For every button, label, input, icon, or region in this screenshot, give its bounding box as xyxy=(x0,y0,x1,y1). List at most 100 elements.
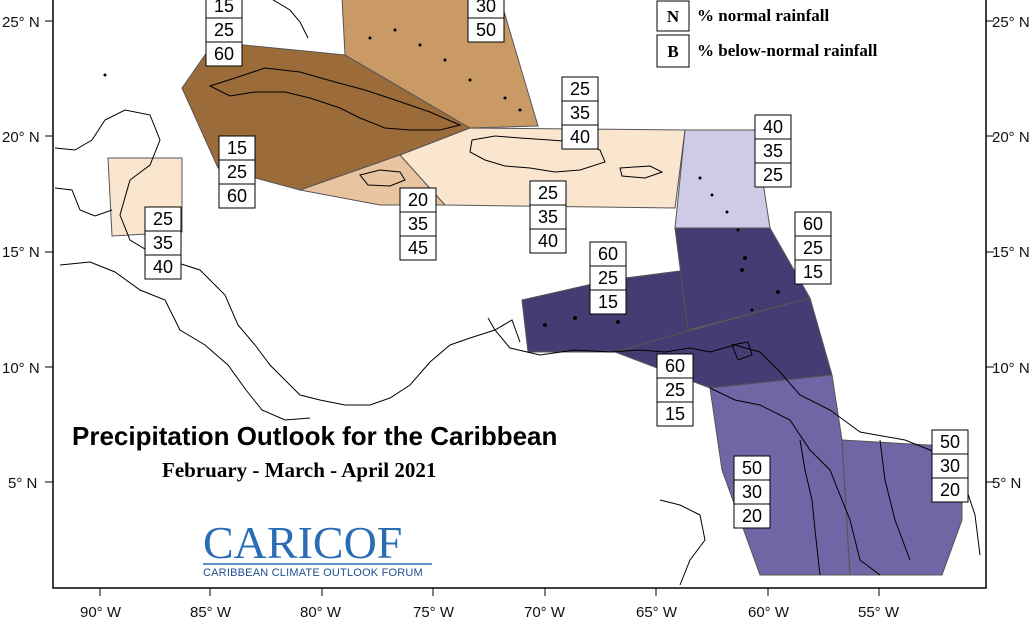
south-america-coast xyxy=(487,317,981,556)
prob-box: 30 50 xyxy=(467,0,505,43)
trinidad-coast xyxy=(731,341,753,361)
island xyxy=(518,108,522,112)
puerto-rico-coast xyxy=(619,165,664,179)
region-hispaniola xyxy=(399,127,686,209)
prob-box: 15 25 60 xyxy=(205,0,243,67)
prob-box: 50 30 20 xyxy=(733,455,771,529)
prob-value: 35 xyxy=(408,214,428,234)
coastlines xyxy=(54,0,981,586)
latitude-axis-right: 25° N 20° N 15° N 10° N 5° N xyxy=(986,14,1030,492)
prob-box: 25 35 40 xyxy=(144,206,182,280)
island xyxy=(468,78,472,82)
prob-value: 40 xyxy=(763,117,783,137)
suriname-border xyxy=(879,439,911,561)
prob-value: 15 xyxy=(803,262,823,282)
island xyxy=(616,320,620,324)
lon-tick: 60° W xyxy=(748,604,790,621)
guyana-border xyxy=(799,439,821,576)
prob-value: 15 xyxy=(665,404,685,424)
prob-box: 20 35 45 xyxy=(399,187,437,261)
florida-coast xyxy=(272,0,309,39)
prob-value: 35 xyxy=(570,103,590,123)
prob-value: 50 xyxy=(940,432,960,452)
prob-value: 45 xyxy=(408,238,428,258)
prob-box: 25 35 40 xyxy=(529,180,567,254)
island xyxy=(698,176,702,180)
central-america-coast xyxy=(54,109,521,406)
lon-tick: 65° W xyxy=(636,604,678,621)
prob-value: 20 xyxy=(742,506,762,526)
lat-tick-right: 15° N xyxy=(992,244,1030,261)
legend-key-box-b xyxy=(656,34,690,68)
prob-value: 25 xyxy=(570,79,590,99)
prob-value: 50 xyxy=(742,458,762,478)
lat-tick-left: 20° N xyxy=(2,129,40,146)
prob-value: 35 xyxy=(763,141,783,161)
map-title: Precipitation Outlook for the Caribbean xyxy=(72,421,557,451)
prob-box: 50 30 20 xyxy=(931,429,969,503)
prob-value: 15 xyxy=(227,138,247,158)
prob-value: 40 xyxy=(570,127,590,147)
forecast-regions xyxy=(107,0,963,576)
cuba-coast xyxy=(208,67,462,131)
island xyxy=(103,73,107,77)
longitude-axis: 90° W 85° W 80° W 75° W 70° W 65° W 60° … xyxy=(80,588,900,621)
island xyxy=(573,316,577,320)
lon-tick: 90° W xyxy=(80,604,122,621)
island xyxy=(743,256,747,260)
pacific-coast xyxy=(59,261,311,421)
prob-value: 60 xyxy=(803,214,823,234)
prob-box: 60 25 15 xyxy=(794,211,832,285)
prob-value: 35 xyxy=(538,207,558,227)
hispaniola-coast xyxy=(469,135,606,173)
lon-tick: 85° W xyxy=(190,604,232,621)
legend-key-n: N xyxy=(667,7,680,26)
prob-value: 25 xyxy=(763,165,783,185)
prob-value: 20 xyxy=(940,480,960,500)
prob-value: 25 xyxy=(227,162,247,182)
prob-value: 25 xyxy=(803,238,823,258)
lat-tick-left: 10° N xyxy=(2,360,40,377)
latitude-axis-left: 25° N 20° N 15° N 10° N 5° N xyxy=(2,14,53,492)
island xyxy=(503,96,507,100)
island xyxy=(725,210,729,214)
island xyxy=(418,43,422,47)
island xyxy=(393,28,397,32)
small-islands xyxy=(103,28,780,327)
prob-value: 25 xyxy=(153,209,173,229)
prob-value: 35 xyxy=(153,233,173,253)
lat-tick-left: 15° N xyxy=(2,244,40,261)
prob-value: 30 xyxy=(742,482,762,502)
lat-tick-left: 5° N xyxy=(8,475,37,492)
prob-box: 60 25 15 xyxy=(589,241,627,315)
island xyxy=(750,308,754,312)
prob-value: 25 xyxy=(538,183,558,203)
yucatan-west xyxy=(54,187,113,217)
prob-value: 20 xyxy=(408,190,428,210)
lon-tick: 70° W xyxy=(524,604,566,621)
prob-value: 25 xyxy=(665,380,685,400)
island xyxy=(736,228,740,232)
lat-tick-right: 10° N xyxy=(992,360,1030,377)
island xyxy=(368,36,372,40)
lon-tick: 75° W xyxy=(413,604,455,621)
prob-box: 15 25 60 xyxy=(218,135,256,209)
prob-value: 25 xyxy=(598,268,618,288)
map-subtitle: February - March - April 2021 xyxy=(162,458,436,482)
colombia-pacific xyxy=(659,499,706,586)
lat-tick-right: 20° N xyxy=(992,129,1030,146)
island xyxy=(776,290,780,294)
prob-value: 30 xyxy=(940,456,960,476)
legend: N % normal rainfall B % below-normal rai… xyxy=(656,0,878,68)
prob-box: 40 35 25 xyxy=(754,114,792,188)
island xyxy=(543,323,547,327)
prob-value: 50 xyxy=(476,20,496,40)
logo-wordmark: CARICOF xyxy=(203,517,402,568)
prob-value: 60 xyxy=(598,244,618,264)
lon-tick: 55° W xyxy=(858,604,900,621)
caricof-logo: CARICOF CARIBBEAN CLIMATE OUTLOOK FORUM xyxy=(203,517,432,579)
prob-box: 60 25 15 xyxy=(656,353,694,427)
prob-value: 15 xyxy=(598,292,618,312)
logo-subtitle: CARIBBEAN CLIMATE OUTLOOK FORUM xyxy=(203,567,423,579)
